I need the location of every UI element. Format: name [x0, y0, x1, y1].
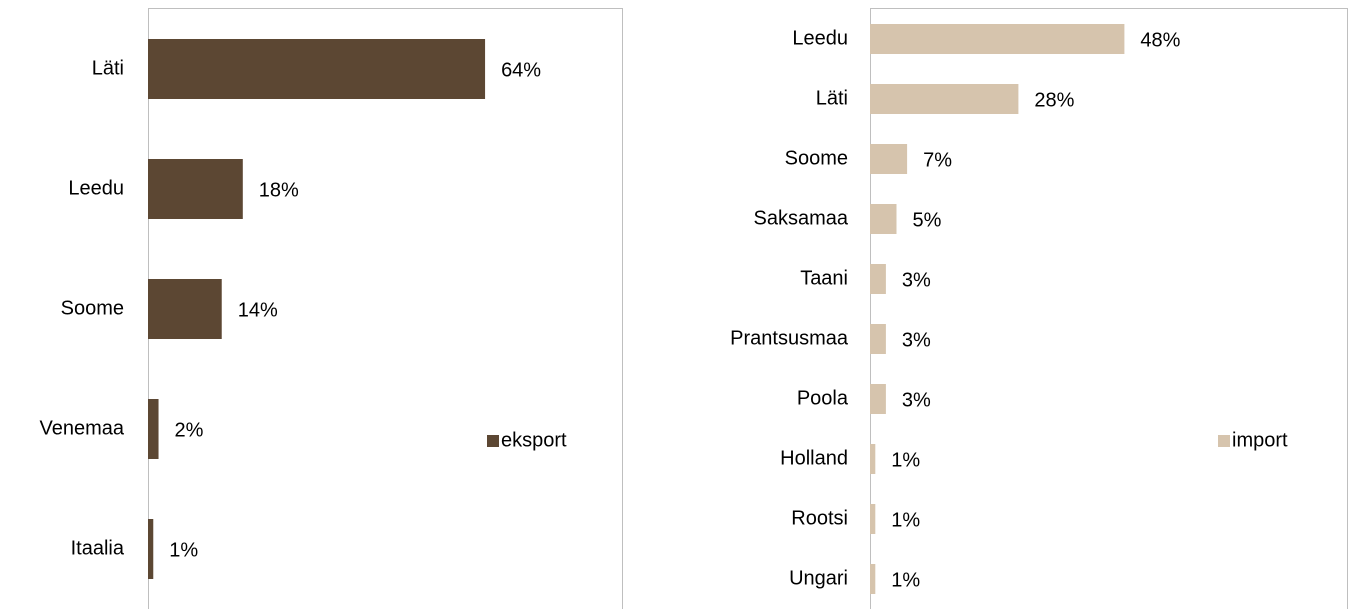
data-label: 1%: [891, 449, 920, 471]
data-label: 28%: [1034, 89, 1074, 111]
category-label: Itaalia: [71, 537, 125, 559]
category-label: Soome: [61, 297, 124, 319]
category-label: Läti: [816, 87, 848, 109]
bar: [148, 159, 243, 219]
data-label: 7%: [923, 149, 952, 171]
data-label: 3%: [902, 389, 931, 411]
data-label: 18%: [259, 179, 299, 201]
data-label: 3%: [902, 269, 931, 291]
bar: [148, 39, 486, 99]
category-label: Läti: [92, 57, 124, 79]
data-label: 64%: [501, 59, 541, 81]
bar: [870, 564, 876, 594]
category-label: Leedu: [68, 177, 124, 199]
bar: [870, 444, 876, 474]
data-label: 1%: [891, 509, 920, 531]
category-label: Saksamaa: [754, 207, 849, 229]
data-label: 5%: [913, 209, 942, 231]
bar: [870, 84, 1019, 114]
data-label: 3%: [902, 329, 931, 351]
legend-label: eksport: [501, 429, 567, 451]
category-label: Taani: [800, 267, 848, 289]
bar: [870, 324, 886, 354]
bar: [870, 504, 876, 534]
bar: [148, 519, 154, 579]
data-label: 48%: [1140, 29, 1180, 51]
category-label: Holland: [780, 447, 848, 469]
category-label: Venemaa: [39, 417, 124, 439]
plot-frame: [870, 8, 1348, 609]
bar: [148, 279, 222, 339]
category-label: Prantsusmaa: [730, 327, 849, 349]
bar: [870, 264, 886, 294]
data-label: 14%: [238, 299, 278, 321]
data-label: 1%: [169, 539, 198, 561]
category-label: Rootsi: [791, 507, 848, 529]
data-label: 2%: [175, 419, 204, 441]
category-label: Ungari: [789, 567, 848, 589]
bar: [148, 399, 159, 459]
category-label: Soome: [785, 147, 848, 169]
bar: [870, 144, 908, 174]
legend-label: import: [1232, 429, 1288, 451]
bar: [870, 384, 886, 414]
category-label: Poola: [797, 387, 849, 409]
data-label: 1%: [891, 569, 920, 591]
legend-swatch: [1218, 435, 1230, 447]
bar: [870, 204, 897, 234]
bar: [870, 24, 1125, 54]
category-label: Leedu: [792, 27, 848, 49]
legend-swatch: [487, 435, 499, 447]
